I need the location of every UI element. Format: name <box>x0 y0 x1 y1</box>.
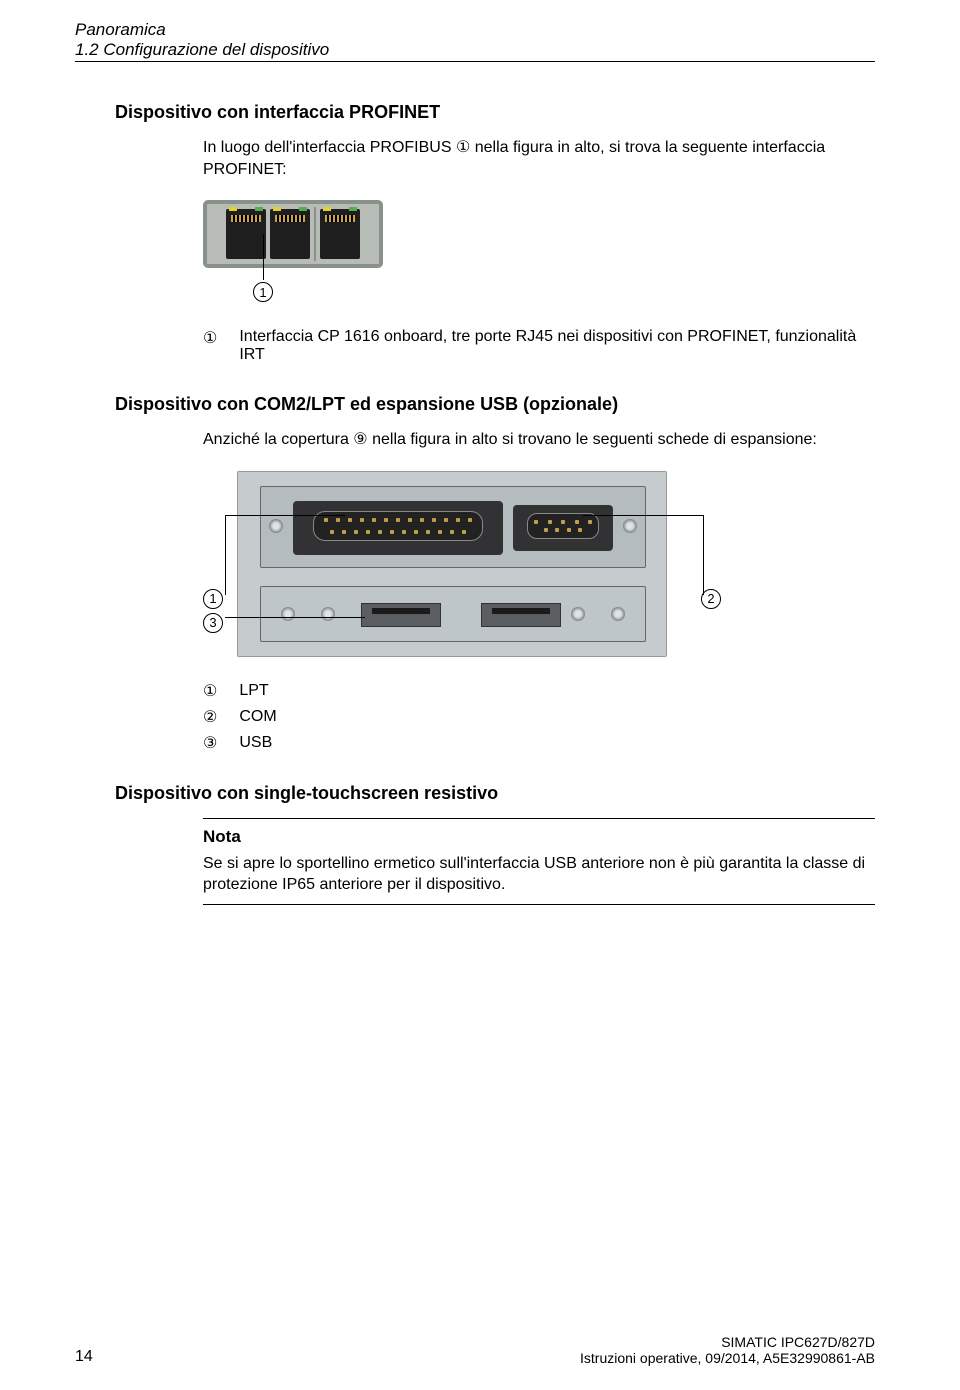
note-title: Nota <box>203 827 875 847</box>
legend-com-lpt-usb: ① LPT ② COM ③ USB <box>203 681 875 753</box>
footer-docinfo: Istruzioni operative, 09/2014, A5E329908… <box>580 1350 875 1366</box>
legend-profinet: ① Interfaccia CP 1616 onboard, tre porte… <box>203 328 875 364</box>
section3-heading: Dispositivo con single-touchscreen resis… <box>115 783 875 804</box>
legend2-r3-text: USB <box>239 734 272 752</box>
note-block: Nota Se si apre lo sportellino ermetico … <box>203 818 875 905</box>
legend2-r1-num: ① <box>203 681 217 701</box>
legend1-text: Interfaccia CP 1616 onboard, tre porte R… <box>239 328 875 364</box>
footer-page-number: 14 <box>75 1348 93 1366</box>
legend2-r1-text: LPT <box>239 682 268 700</box>
legend1-num: ① <box>203 328 217 364</box>
lpt-port <box>293 501 503 555</box>
figure1-callout-1: 1 <box>253 282 273 302</box>
note-text: Se si apre lo sportellino ermetico sull'… <box>203 853 875 896</box>
page-footer: 14 SIMATIC IPC627D/827D Istruzioni opera… <box>75 1334 875 1366</box>
page-header: Panoramica 1.2 Configurazione del dispos… <box>75 20 875 62</box>
figure2-callout-1: 1 <box>203 589 223 609</box>
header-subtitle: 1.2 Configurazione del dispositivo <box>75 40 875 60</box>
usb-port-1 <box>361 603 441 627</box>
rj45-port-1 <box>226 209 266 259</box>
section1-body: In luogo dell'interfaccia PROFIBUS ① nel… <box>203 137 875 180</box>
header-title: Panoramica <box>75 20 875 40</box>
com-port <box>513 505 613 551</box>
rj45-port-2 <box>270 209 310 259</box>
section2-body: Anziché la copertura ⑨ nella figura in a… <box>203 429 875 451</box>
figure-profinet: 1 <box>203 200 875 304</box>
legend2-r3-num: ③ <box>203 733 217 753</box>
rj45-port-3 <box>320 209 360 259</box>
footer-product: SIMATIC IPC627D/827D <box>580 1334 875 1350</box>
usb-port-2 <box>481 603 561 627</box>
figure2-callout-3: 3 <box>203 613 223 633</box>
figure2-callout-2: 2 <box>701 589 721 609</box>
figure-com-lpt-usb: 1 2 3 <box>203 471 763 657</box>
section2-heading: Dispositivo con COM2/LPT ed espansione U… <box>115 394 875 415</box>
legend2-r2-num: ② <box>203 707 217 727</box>
section1-heading: Dispositivo con interfaccia PROFINET <box>115 102 875 123</box>
legend2-r2-text: COM <box>239 708 276 726</box>
